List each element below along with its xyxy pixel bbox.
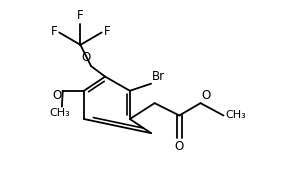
Text: Br: Br	[152, 70, 165, 83]
Text: O: O	[81, 51, 90, 64]
Text: CH₃: CH₃	[50, 108, 71, 118]
Text: F: F	[51, 25, 58, 38]
Text: CH₃: CH₃	[225, 110, 246, 120]
Text: O: O	[53, 89, 62, 102]
Text: F: F	[103, 25, 110, 38]
Text: F: F	[77, 9, 84, 22]
Text: O: O	[201, 89, 211, 102]
Text: O: O	[175, 140, 184, 153]
